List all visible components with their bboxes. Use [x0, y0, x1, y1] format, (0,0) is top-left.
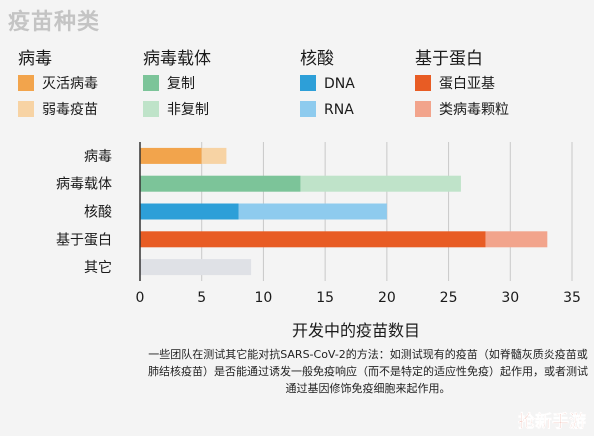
legend-group-title: 基于蛋白	[415, 49, 483, 69]
legend-label: 弱毒疫苗	[42, 102, 98, 118]
bar-segment	[238, 203, 387, 220]
bar-segment	[140, 175, 301, 192]
legend-label: DNA	[324, 76, 355, 92]
legend-item: 复制	[143, 72, 211, 96]
legend-label: RNA	[324, 102, 354, 118]
legend-group: 病毒灭活病毒弱毒疫苗	[18, 48, 98, 122]
legend-item: DNA	[300, 72, 355, 96]
x-tick-label: 10	[255, 290, 273, 306]
category-label: 病毒	[84, 149, 112, 165]
legend-group-title: 病毒载体	[143, 49, 211, 69]
legend-label: 灭活病毒	[42, 76, 98, 92]
legend-group: 基于蛋白蛋白亚基类病毒颗粒	[415, 48, 509, 122]
legend-swatch	[18, 101, 34, 117]
legend-item: 蛋白亚基	[415, 72, 509, 96]
legend-swatch	[143, 101, 159, 117]
legend-item: RNA	[300, 98, 355, 122]
bar-segment	[140, 231, 486, 248]
legend-swatch	[143, 75, 159, 91]
legend-item: 非复制	[143, 98, 211, 122]
legend-group-title: 核酸	[300, 49, 334, 69]
bar-segment	[140, 259, 252, 276]
legend-swatch	[18, 75, 34, 91]
chart-caption: 一些团队在测试其它能对抗SARS-CoV-2的方法：如测试现有的疫苗（如脊髓灰质…	[148, 348, 588, 395]
chart-title: 疫苗种类	[8, 10, 101, 35]
x-tick-label: 35	[563, 290, 581, 306]
bar-segment	[140, 203, 239, 220]
legend-swatch	[415, 101, 431, 117]
legend-swatch	[300, 101, 316, 117]
bar-segment	[300, 175, 461, 192]
bar-segment	[140, 147, 202, 164]
bar-segment	[485, 231, 548, 248]
x-tick-label: 0	[136, 290, 145, 306]
bar-segment	[201, 147, 227, 164]
x-tick-label: 20	[378, 290, 396, 306]
legend-group: 病毒载体复制非复制	[143, 48, 211, 122]
watermark-logo: 抢新手游	[518, 412, 587, 433]
x-tick-label: 15	[316, 290, 334, 306]
x-axis-label: 开发中的疫苗数目	[291, 321, 420, 340]
category-label: 核酸	[84, 205, 112, 221]
legend-item: 弱毒疫苗	[18, 98, 98, 122]
category-label: 其它	[84, 259, 112, 276]
x-tick-label: 25	[440, 290, 458, 306]
legend-label: 类病毒颗粒	[439, 102, 509, 118]
legend-item: 灭活病毒	[18, 72, 98, 96]
x-tick-label: 5	[197, 290, 206, 306]
legend-swatch	[415, 75, 431, 91]
category-label: 基于蛋白	[56, 231, 112, 248]
legend-swatch	[300, 75, 316, 91]
legend-group: 核酸 DNA RNA	[300, 48, 355, 122]
legend-label: 蛋白亚基	[439, 76, 495, 92]
legend-label: 非复制	[167, 102, 209, 118]
legend-group-title: 病毒	[18, 49, 52, 69]
legend-item: 类病毒颗粒	[415, 98, 509, 122]
category-label: 病毒载体	[56, 177, 112, 193]
legend-label: 复制	[167, 76, 195, 92]
x-tick-label: 30	[501, 290, 519, 306]
